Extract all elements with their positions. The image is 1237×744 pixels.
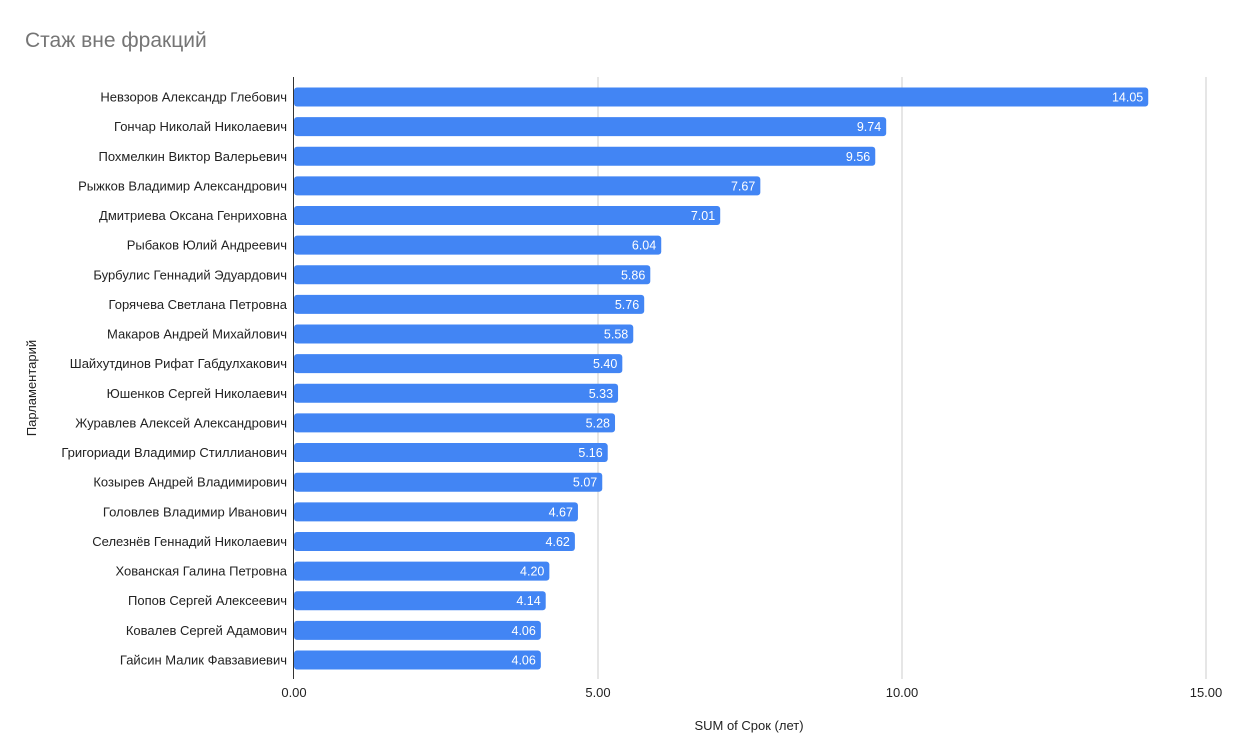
bar: [294, 531, 575, 551]
bar-value-label: 14.05: [1112, 91, 1143, 105]
bar: [294, 502, 578, 522]
category-label: Гайсин Малик Фавзавиевич: [120, 652, 287, 667]
category-label: Попов Сергей Алексеевич: [128, 593, 287, 608]
bar-value-label: 5.58: [604, 328, 628, 342]
bar: [294, 265, 651, 285]
category-label: Хованская Галина Петровна: [115, 564, 287, 579]
bar: [294, 561, 550, 581]
x-tick-labels: 0.00 5.00 10.00 15.00: [281, 685, 1222, 700]
category-label: Журавлев Алексей Александрович: [75, 415, 287, 430]
x-tick-label: 0.00: [281, 685, 306, 700]
bar-value-label: 5.16: [578, 446, 602, 460]
bar: [294, 146, 876, 166]
x-tick-label: 15.00: [1190, 685, 1223, 700]
bar-value-label: 7.01: [691, 209, 715, 223]
category-label: Горячева Светлана Петровна: [109, 297, 288, 312]
bar-value-label: 5.07: [573, 476, 597, 490]
category-label: Дмитриева Оксана Генриховна: [99, 208, 288, 223]
category-label: Гончар Николай Николаевич: [114, 119, 287, 134]
category-label: Невзоров Александр Глебович: [100, 90, 287, 105]
bar: [294, 176, 761, 196]
bar: [294, 206, 721, 226]
x-tick-label: 5.00: [585, 685, 610, 700]
category-label: Селезнёв Геннадий Николаевич: [92, 534, 287, 549]
bar-value-label: 6.04: [632, 239, 656, 253]
bar: [294, 472, 603, 492]
bar: [294, 591, 546, 611]
category-label: Головлев Владимир Иванович: [103, 504, 287, 519]
bar: [294, 117, 887, 137]
bar-value-label: 5.86: [621, 268, 645, 282]
bar-value-label: 9.56: [846, 150, 870, 164]
y-axis-title: Парламентарий: [24, 340, 39, 436]
bar: [294, 413, 616, 433]
category-label: Макаров Андрей Михайлович: [107, 327, 287, 342]
bar-value-label: 4.06: [512, 653, 536, 667]
bar-value-label: 4.20: [520, 565, 544, 579]
category-label: Юшенков Сергей Николаевич: [107, 386, 287, 401]
bar: [294, 294, 645, 314]
chart-title: Стаж вне фракций: [25, 29, 207, 52]
bar: [294, 87, 1149, 107]
category-label: Похмелкин Виктор Валерьевич: [98, 149, 287, 164]
bar-value-label: 4.14: [516, 594, 540, 608]
bar: [294, 235, 662, 255]
bar-value-label: 4.67: [549, 505, 573, 519]
bar-value-label: 4.06: [512, 624, 536, 638]
bar-value-label: 5.28: [586, 416, 610, 430]
bar: [294, 650, 541, 670]
category-label: Рыбаков Юлий Андреевич: [127, 238, 287, 253]
bar-value-label: 4.62: [546, 535, 570, 549]
bar: [294, 383, 619, 403]
bars: 14.05 9.74 9.56 7.67 7.01 6.04 5.86 5.76 5.58 5.4…: [294, 87, 1149, 670]
category-label: Рыжков Владимир Александрович: [78, 178, 287, 193]
gridlines: [597, 77, 1207, 679]
category-label: Григориади Владимир Стиллианович: [61, 445, 287, 460]
category-label: Бурбулис Геннадий Эдуардович: [93, 267, 287, 282]
bar-value-label: 7.67: [731, 179, 755, 193]
x-axis-title: SUM of Срок (лет): [694, 718, 803, 733]
bar-value-label: 9.74: [857, 120, 881, 134]
bar: [294, 354, 623, 374]
bar-value-label: 5.40: [593, 357, 617, 371]
category-label: Козырев Андрей Владимирович: [93, 475, 287, 490]
category-label: Шайхутдинов Рифат Габдулхакович: [70, 356, 287, 371]
bar-value-label: 5.33: [589, 387, 613, 401]
bar: [294, 620, 541, 640]
bar: [294, 324, 634, 344]
x-tick-label: 10.00: [886, 685, 919, 700]
bar-value-label: 5.76: [615, 298, 639, 312]
category-labels: Невзоров Александр Глебович Гончар Никола…: [61, 90, 287, 668]
bar: [294, 443, 608, 463]
category-label: Ковалев Сергей Адамович: [126, 623, 287, 638]
